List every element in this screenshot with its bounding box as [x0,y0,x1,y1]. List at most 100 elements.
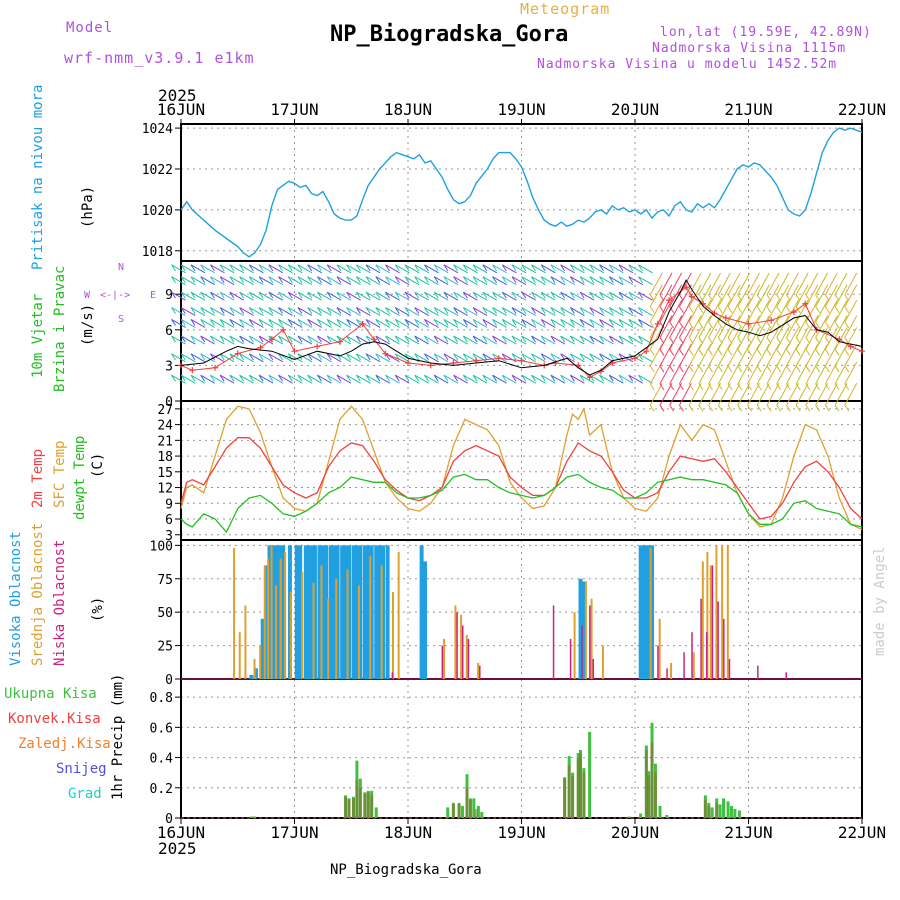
wind-barb-shaft [307,307,322,317]
wind-barb-shaft [521,374,537,384]
wind-barb-shaft [708,343,722,367]
wind-barb-flag [608,264,614,272]
wind-barb-shaft [288,319,303,328]
wind-barb-flag [248,291,254,299]
wind-barb-flag [531,374,536,382]
wind-barb-shaft [268,319,284,328]
low-cloud-bar [581,625,583,679]
wind-barb-shaft [492,264,507,274]
wind-barb-shaft [297,374,313,384]
wind-barb-shaft [307,353,322,363]
wind-barb-flag [190,374,196,382]
high-cloud-bar [312,545,317,679]
model-altitude-text: Nadmorska Visina u modelu 1452.52m [537,57,838,72]
wind-barb-flag [278,353,283,361]
wind-barb-shaft [181,374,196,384]
wind-barb-shaft [200,307,215,317]
wind-barb-flag [805,321,811,329]
wind-barb-flag [776,365,782,373]
wind-barb-flag [727,383,733,391]
conv-precip-bar [579,753,583,818]
wind-barb-flag [190,264,196,272]
wind-barb-flag [608,319,614,326]
high-cloud-bar [249,674,254,679]
wind-barb-flag [589,374,595,382]
wind-barb-shaft [365,319,381,328]
wind-barb-shaft [326,374,342,384]
wind-barb-flag [638,264,643,272]
wind-barb-flag [815,294,821,302]
wind-barb-shaft [336,353,352,363]
wind-barb-flag [472,319,478,326]
wind-barb-flag [766,337,772,344]
wind-barb-flag [462,353,468,361]
mid-cloud-bar [649,548,652,679]
mid-cloud-bar [443,638,446,679]
wind-barb-flag [278,374,283,382]
wind-barb-shaft [747,343,760,367]
wind-barb-flag [492,276,497,284]
wind-barb-shaft [727,315,741,338]
wind-barb-shaft [649,299,663,323]
wind-barb-shaft [190,276,206,286]
total-precip-bar [476,805,480,818]
wind-barb-flag [844,294,850,302]
wind-barb-flag [200,276,206,284]
wind-barb-flag [501,276,507,284]
wind-barb-shaft [579,307,595,317]
wind-barb-shaft [210,307,225,317]
wind-barb-flag [180,276,186,284]
wind-barb-shaft [776,327,790,350]
wind-barb-flag [698,337,704,344]
wind-barb-flag [649,321,655,329]
wind-barb-shaft [190,335,206,345]
wind-barb-flag [171,319,176,326]
wind-barb-flag [414,353,420,361]
high-cloud-bar [646,545,651,679]
wind-barb-flag [521,319,527,326]
wind-barb-flag [355,335,361,343]
wind-barb-flag [688,365,694,373]
wind-barb-flag [171,264,176,272]
wind-barb-flag [248,276,254,284]
wind-barb-flag [737,349,743,356]
wind-barb-flag [346,276,352,284]
wind-barb-flag [550,335,556,343]
wind-barb-flag [190,307,196,314]
wind-barb-flag [394,276,400,284]
wind-barb-flag [649,383,655,391]
high-cloud-bar [578,578,583,679]
wind-barb-flag [414,264,420,272]
wind-barb-flag [844,321,850,329]
wind-barb-shaft [433,353,449,363]
wind-gust-marker [359,320,366,327]
wind-barb-flag [531,264,536,272]
wind-barb-shaft [317,276,332,286]
wind-barb-flag [540,319,546,326]
wind-barb-shaft [805,343,819,367]
wind-barb-flag [599,307,605,314]
wind-barb-flag [239,335,245,343]
wind-barb-flag [462,264,468,272]
total-precip-bar [718,804,722,818]
wind-barb-shaft [786,272,799,296]
y-tick-label: 0.6 [150,721,173,736]
wind-barb-shaft [540,374,556,384]
wind-barb-flag [239,307,245,314]
wind-barb-shaft [453,374,468,384]
wind-barb-shaft [698,343,712,367]
wind-barb-flag [414,319,420,326]
high-cloud-bar [644,545,649,679]
high-cloud-bar [335,545,340,679]
wind-barb-flag [776,306,782,314]
wind-barb-flag [171,276,176,284]
y-tick-label: 24 [157,419,173,434]
wind-barb-flag [766,349,772,356]
high-cloud-bar [303,545,308,679]
wind-gust-marker [234,350,241,357]
wind-barb-flag [404,276,410,284]
wind-barb-shaft [540,307,556,317]
wind-barb-shaft [356,276,371,286]
wind-barb-flag [795,365,801,373]
